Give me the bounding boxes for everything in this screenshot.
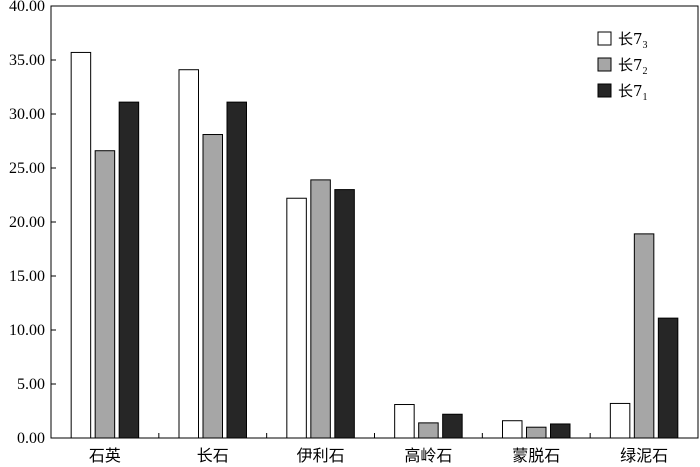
x-category-label: 绿泥石 (620, 446, 668, 465)
legend-swatch (597, 31, 612, 46)
legend-label: 长73 (618, 30, 648, 51)
bar (94, 150, 116, 439)
plot-area (50, 5, 699, 439)
bar-series-2 (94, 134, 655, 439)
bar (118, 101, 140, 439)
y-tick-label: 30.00 (9, 106, 45, 123)
legend-label-subscript: 2 (643, 66, 648, 77)
y-tick-label: 20.00 (9, 214, 45, 231)
x-category-label: 蒙脱石 (512, 446, 560, 465)
bar (550, 423, 571, 439)
legend-label-subscript: 3 (643, 40, 648, 51)
legend-item: 长72 (597, 56, 648, 77)
x-category-label: 高岭石 (404, 446, 452, 465)
bar (178, 69, 199, 439)
bar (502, 420, 523, 439)
legend-label: 长71 (618, 82, 648, 103)
bar (202, 134, 223, 439)
bar-series-1 (70, 51, 631, 439)
bar (394, 404, 415, 439)
y-tick-label: 35.00 (9, 52, 45, 69)
bar (286, 197, 307, 439)
x-category-label: 长石 (197, 446, 229, 465)
legend-label-subscript: 1 (643, 92, 648, 103)
x-category-label: 石英 (89, 446, 121, 465)
y-tick-label: 25.00 (9, 160, 45, 177)
bar (334, 189, 355, 439)
legend-label-main: 长7 (618, 82, 643, 100)
bar (418, 422, 439, 439)
legend-swatch (597, 83, 612, 98)
bar (633, 233, 655, 439)
y-axis: 0.00 5.00 10.00 15.00 20.00 25.00 30.00 35.00 40… (9, 0, 56, 447)
y-tick-label: 40.00 (9, 0, 45, 15)
legend-label: 长72 (618, 56, 648, 77)
y-tick-label: 15.00 (9, 268, 45, 285)
x-axis (158, 433, 591, 438)
bar (657, 317, 679, 439)
bar (442, 413, 463, 439)
y-tick-label: 0.00 (17, 430, 45, 447)
x-category-label: 伊利石 (297, 446, 345, 465)
legend-label-main: 长7 (618, 56, 643, 74)
legend-item: 长73 (597, 30, 648, 51)
legend-label-main: 长7 (618, 30, 643, 48)
category-labels: 石英 长石 伊利石 高岭石 蒙脱石 绿泥石 (89, 446, 668, 465)
y-tick-label: 5.00 (17, 376, 45, 393)
legend-swatch (597, 57, 612, 72)
bar (226, 101, 247, 439)
bar-series-group (70, 51, 679, 439)
bar (526, 426, 547, 439)
legend-item: 长71 (597, 82, 648, 103)
bar-series-3 (118, 101, 679, 439)
bar (609, 402, 631, 439)
bar (310, 179, 331, 439)
y-tick-label: 10.00 (9, 322, 45, 339)
bar (70, 51, 92, 439)
